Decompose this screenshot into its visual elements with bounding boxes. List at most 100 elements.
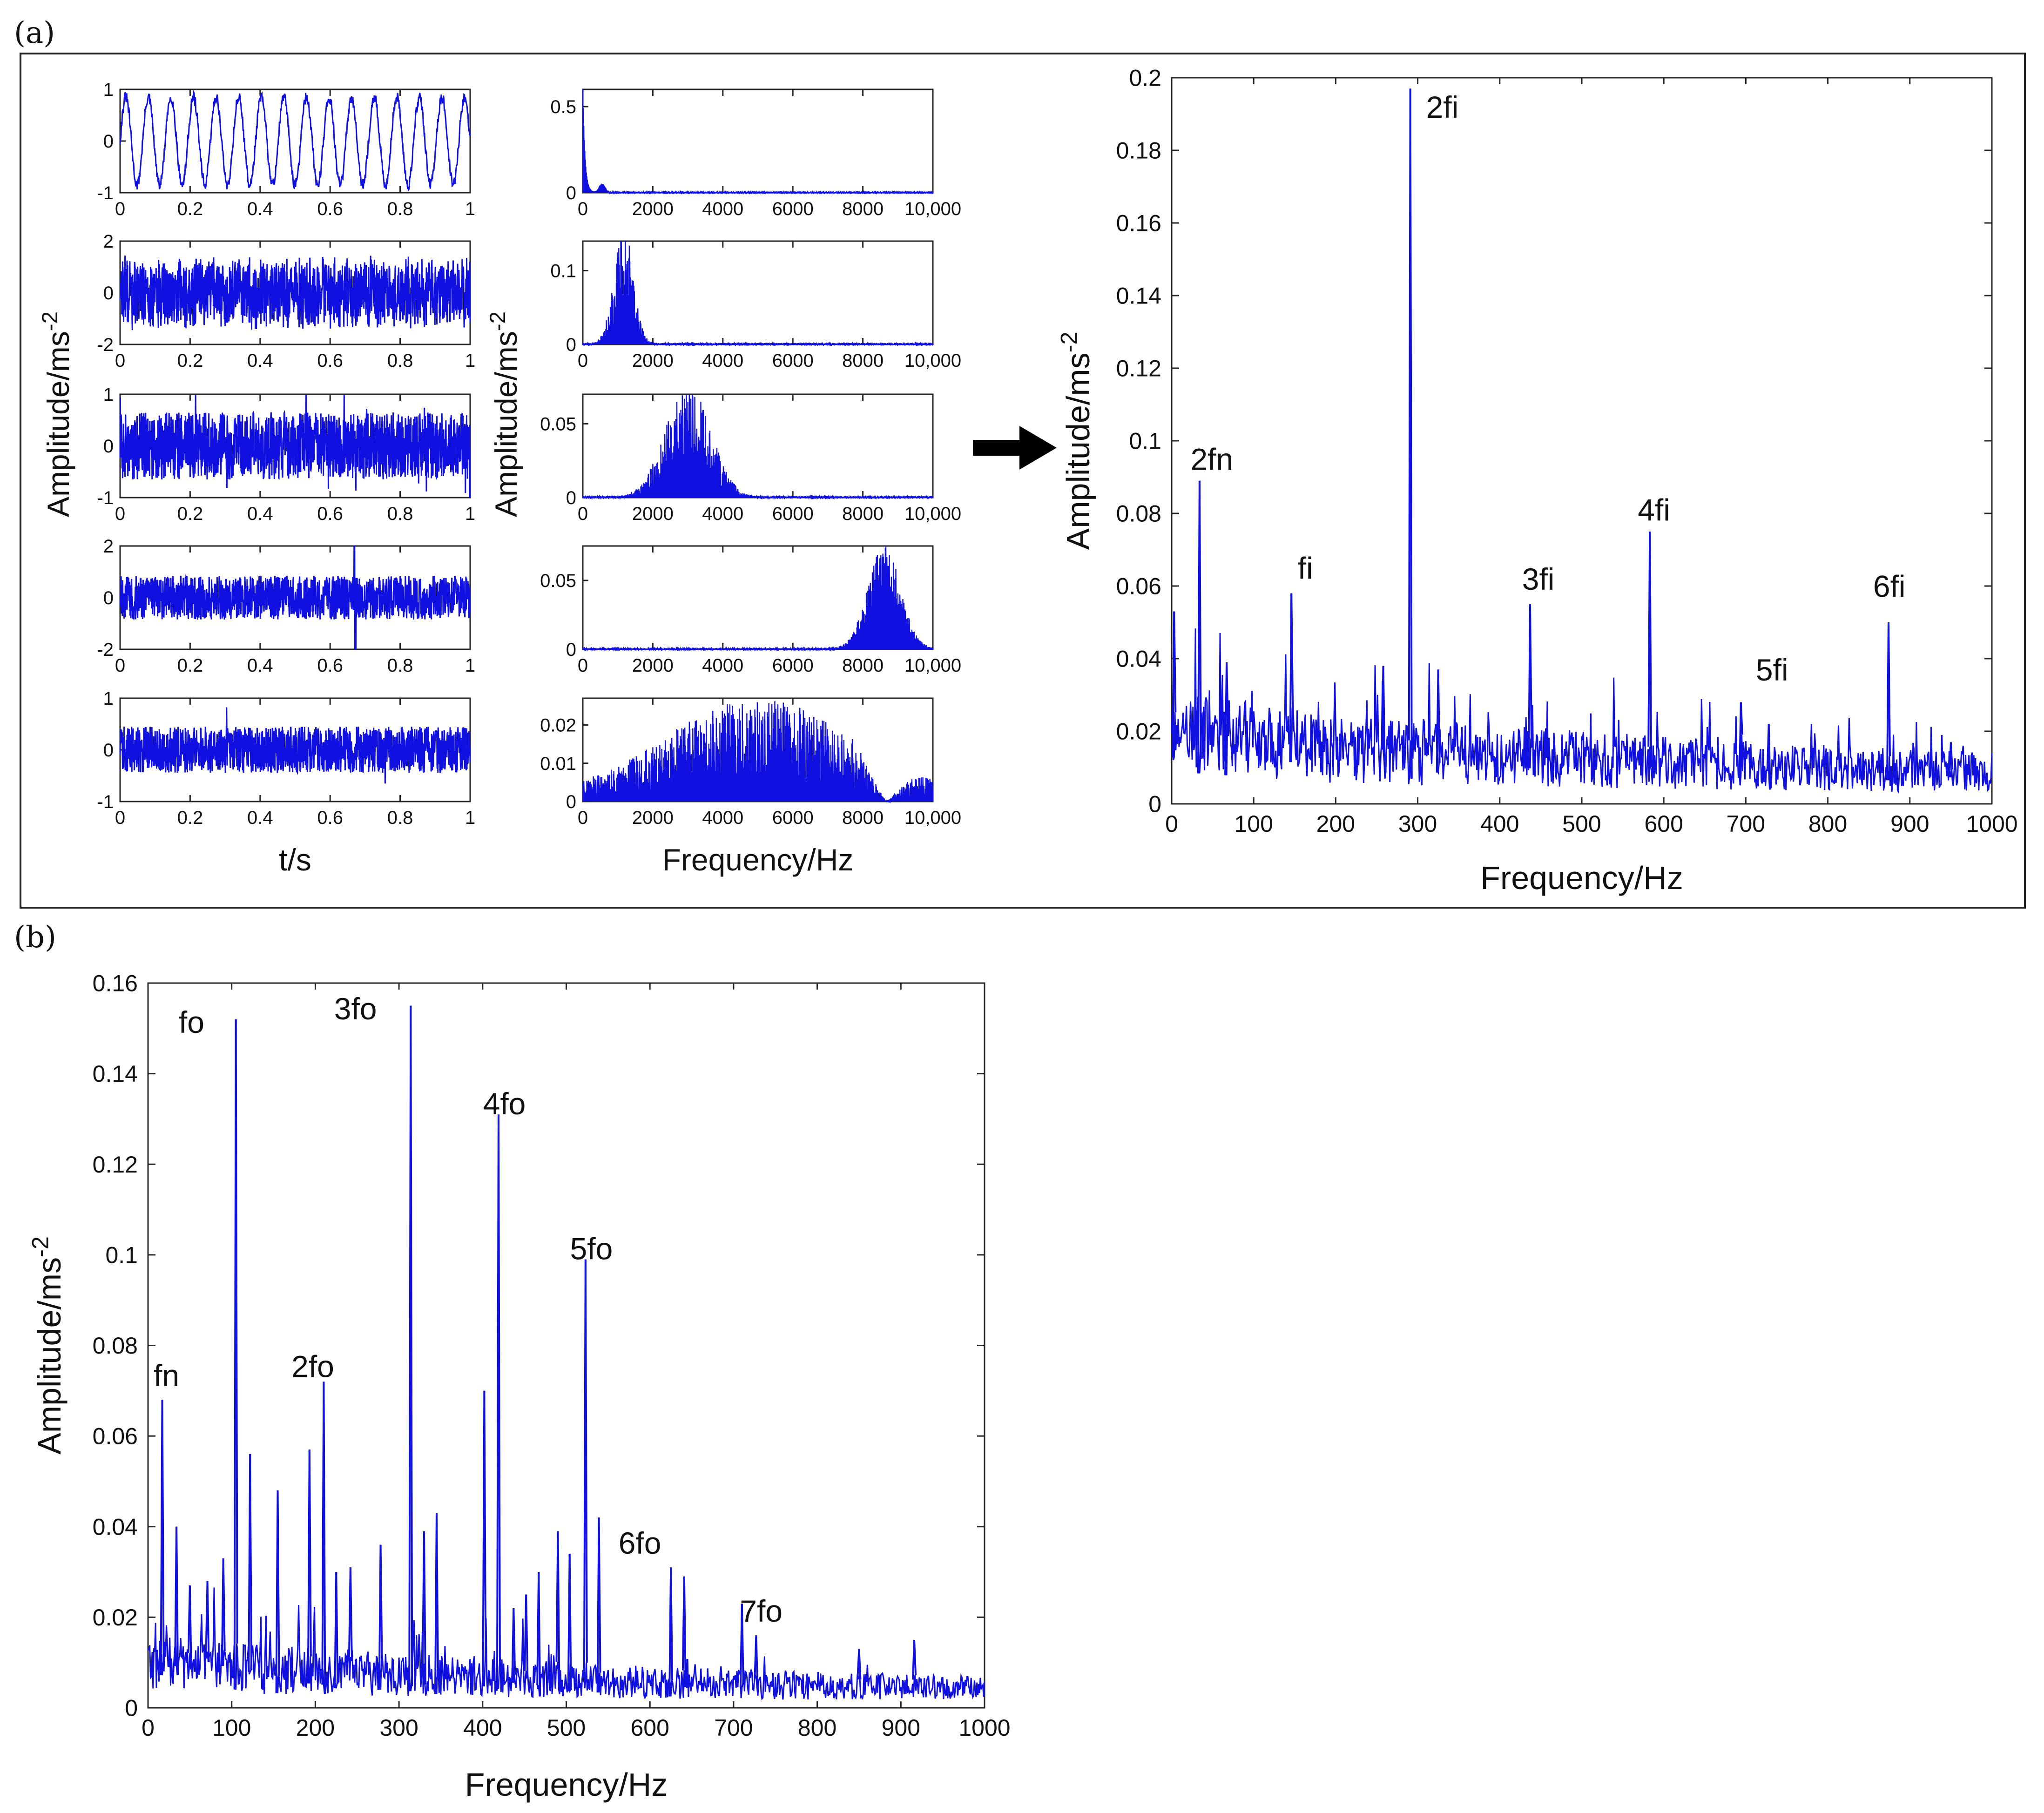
- x-tick-label: 0.6: [317, 350, 343, 371]
- spectrum-series: [582, 701, 934, 804]
- y-axis-label-text: Amplitude/ms: [489, 331, 523, 517]
- y-tick-label: 0: [566, 488, 576, 508]
- x-tick-label: 0.6: [317, 808, 343, 828]
- y-tick-label: 0: [125, 1695, 138, 1721]
- spectral-peak: [1529, 604, 1532, 739]
- spectral-peak: [235, 1019, 238, 1644]
- x-tick-label: 800: [798, 1715, 836, 1741]
- x-tick-label: 1: [465, 199, 475, 219]
- spectral-peak: [1767, 724, 1771, 790]
- y-tick-label: 0: [103, 436, 114, 457]
- time-signal-series: [119, 707, 471, 784]
- x-tick-label: 8000: [842, 655, 884, 676]
- spectral-peak: [1950, 742, 1953, 769]
- y-tick-label: 2: [103, 231, 114, 252]
- x-tick-label: 0: [115, 199, 125, 219]
- spectral-peak: [1437, 669, 1441, 763]
- spectral-peak: [483, 1390, 487, 1662]
- y-tick-label: 0: [566, 792, 576, 812]
- x-tick-label: 6000: [772, 350, 814, 371]
- panel-label-b: (b): [14, 920, 56, 955]
- x-tick-label: 0: [578, 199, 588, 219]
- x-tick-label: 0: [115, 350, 125, 371]
- x-tick-label: 4000: [702, 504, 743, 524]
- plot-axes: [1171, 77, 1993, 805]
- y-tick-label: 0.04: [93, 1514, 138, 1540]
- spectrum-axes: [582, 88, 934, 194]
- y-tick-label: 0.5: [550, 97, 576, 117]
- y-tick-label: 0.02: [93, 1604, 138, 1631]
- y-tick-label: 2: [103, 536, 114, 557]
- spectrum-subplot: 0 0.01 0.02 0 2000 4000 6000 8000 10,000: [540, 697, 961, 828]
- noise-floor-series: [147, 1587, 985, 1700]
- peak-annotation: fo: [179, 1005, 204, 1039]
- y-tick-label: 1: [103, 384, 114, 405]
- x-tick-label: 1: [465, 350, 475, 371]
- spectral-peak: [598, 1517, 601, 1673]
- spectral-peak: [222, 1558, 226, 1651]
- y-tick-label: 0.12: [93, 1152, 138, 1178]
- spectral-peak: [584, 1259, 588, 1663]
- y-tick-label: 0: [103, 131, 114, 152]
- x-tick-label: 4000: [702, 350, 743, 371]
- x-tick-label: 600: [1644, 811, 1683, 837]
- y-axis-label-superscript: -2: [1055, 332, 1082, 353]
- x-tick-label: 0.4: [247, 350, 273, 371]
- x-tick-label: 8000: [842, 808, 884, 828]
- spectral-peak: [308, 1449, 312, 1657]
- spectral-peak: [1740, 702, 1743, 735]
- x-tick-label: 0.4: [247, 655, 273, 676]
- x-tick-label: 400: [1480, 811, 1519, 837]
- y-tick-label: 0.1: [550, 261, 576, 281]
- x-tick-label: 500: [547, 1715, 586, 1741]
- spectral-peak: [410, 1005, 413, 1686]
- spectral-peak: [435, 1513, 439, 1670]
- spectrum-subplot: 0 0.05 0 2000 4000 6000 8000 10,000: [540, 393, 961, 524]
- spectral-peak: [670, 1567, 674, 1680]
- time-signal-series: [119, 89, 471, 192]
- y-tick-label: 0: [103, 740, 114, 761]
- x-axis-label: Frequency/Hz: [662, 842, 854, 877]
- spectral-peak: [1649, 531, 1653, 767]
- x-tick-label: 0.8: [387, 655, 413, 676]
- y-axis-label-text: Amplitude/ms: [41, 331, 75, 517]
- x-tick-label: 100: [1234, 811, 1273, 837]
- x-tick-label: 1: [465, 808, 475, 828]
- y-tick-label: 0.16: [1116, 210, 1161, 236]
- y-tick-label: 0.1: [105, 1242, 138, 1268]
- x-tick-label: 0.6: [317, 504, 343, 524]
- time-signal-series: [119, 545, 471, 650]
- spectral-peak: [379, 1544, 383, 1661]
- y-tick-label: 0: [566, 335, 576, 355]
- panel-label-a: (a): [14, 16, 55, 50]
- x-tick-label: 0: [578, 350, 588, 371]
- x-tick-label: 0: [578, 655, 588, 676]
- x-tick-label: 300: [1398, 811, 1437, 837]
- spectral-peak: [755, 1635, 759, 1687]
- y-axis-label-superscript: -2: [486, 311, 510, 331]
- y-tick-label: 0.14: [93, 1061, 138, 1087]
- spectrum-axes: [582, 393, 934, 499]
- x-tick-label: 0: [142, 1715, 155, 1741]
- x-axis-label: Frequency/Hz: [465, 1766, 668, 1803]
- x-tick-label: 0.2: [177, 808, 203, 828]
- x-tick-label: 0: [115, 655, 125, 676]
- spectral-peak: [513, 1608, 516, 1675]
- x-tick-label: 8000: [842, 350, 884, 371]
- spectral-peak: [538, 1572, 541, 1697]
- spectral-peak: [249, 1454, 253, 1671]
- x-tick-label: 1000: [958, 1715, 1010, 1741]
- x-tick-label: 0: [115, 808, 125, 828]
- y-tick-label: 0.06: [1116, 573, 1161, 600]
- x-tick-label: 10,000: [904, 504, 961, 524]
- y-tick-label: 0.01: [540, 754, 576, 774]
- spectra-chart: 0 0.5 0 2000 4000 6000 8000 10,000 0 0.1 0 2000 4000…: [486, 88, 961, 877]
- spectrum-series: [582, 89, 934, 195]
- spectral-peak: [568, 1554, 572, 1690]
